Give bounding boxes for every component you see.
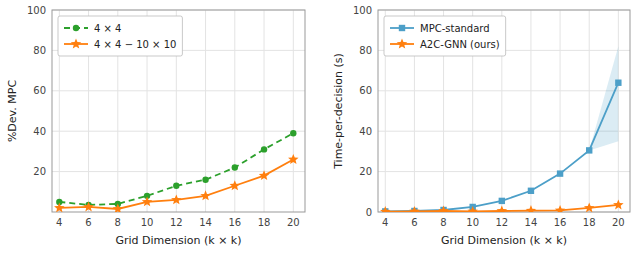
plot-frame [52, 10, 305, 212]
y-grid-line [52, 171, 305, 172]
y-axis-label: Time-per-decision (s) [332, 53, 345, 170]
y-tick-label: 80 [359, 45, 372, 56]
data-point [261, 146, 267, 152]
data-point [83, 201, 93, 211]
plot-frame [378, 10, 630, 212]
data-point [467, 206, 477, 212]
x-grid-line [530, 10, 531, 212]
x-tick-label: 8 [440, 217, 446, 228]
y-grid-line [378, 171, 630, 172]
legend-label: 4 × 4 [94, 23, 121, 34]
x-tick-label: 6 [411, 217, 417, 228]
y-grid-line [378, 90, 630, 91]
x-tick-label: 14 [525, 217, 538, 228]
data-point [113, 203, 123, 212]
y-axis-label: %Dev. MPC [6, 80, 19, 142]
x-axis-label: Grid Dimension (k × k) [115, 234, 241, 247]
legend-label: 4 × 4 − 10 × 10 [94, 39, 176, 50]
data-point [232, 164, 238, 170]
x-tick-label: 16 [228, 217, 241, 228]
grid [378, 10, 630, 212]
x-tick-label: 6 [85, 217, 91, 228]
x-axis-label: Grid Dimension (k × k) [441, 234, 567, 247]
data-point [557, 170, 563, 176]
x-tick-label: 18 [258, 217, 271, 228]
x-tick-label: 10 [466, 217, 479, 228]
legend-marker [71, 39, 81, 49]
data-point [438, 205, 448, 212]
data-point [200, 190, 210, 200]
chart: 20 40 60 80 100 4 6 8 10 12 14 16 18 20 Grid Dimension… [6, 5, 305, 248]
data-point [230, 180, 240, 190]
x-tick-label: 4 [56, 217, 62, 228]
legend-box [58, 16, 182, 56]
y-tick-label: 100 [27, 5, 46, 16]
y-tick-label: 100 [353, 5, 372, 16]
figure: 20406080100468101214161820Grid Dimension… [0, 0, 640, 254]
legend-marker [399, 25, 405, 31]
data-point [171, 194, 181, 204]
x-grid-line [589, 10, 590, 212]
data-point [497, 205, 507, 212]
data-point [526, 205, 536, 212]
x-grid-line [264, 10, 265, 212]
data-point [584, 202, 594, 212]
y-tick-label: 0 [366, 207, 372, 218]
x-tick-label: 14 [199, 217, 212, 228]
x-tick-label: 10 [141, 217, 154, 228]
data-point [290, 130, 296, 136]
x-tick-label: 4 [382, 217, 388, 228]
y-grid-line [378, 131, 630, 132]
data-point [202, 176, 208, 182]
data-point [555, 205, 565, 212]
x-tick-label: 8 [115, 217, 121, 228]
y-tick-label: 40 [359, 126, 372, 137]
data-point [380, 206, 390, 212]
x-tick-label: 16 [554, 217, 567, 228]
data-point [288, 154, 298, 164]
data-point [409, 206, 419, 212]
y-tick-label: 20 [33, 166, 46, 177]
plot-area [380, 46, 624, 212]
chart: 0 20 40 60 80 100 4 6 8 10 12 14 16 18 20 Grid Dimensio… [332, 5, 630, 248]
data-point [613, 199, 623, 209]
legend-label: MPC-standard [420, 23, 490, 34]
series-line [59, 133, 293, 205]
legend: MPC-standard A2C-GNN (ours) [384, 16, 506, 56]
y-grid-line [52, 131, 305, 132]
legend-box [384, 16, 506, 56]
data-point [142, 196, 152, 206]
y-tick-label: 20 [359, 166, 372, 177]
grid [52, 10, 305, 212]
x-tick-label: 18 [583, 217, 596, 228]
legend-marker [397, 39, 407, 49]
data-point [173, 183, 179, 189]
y-grid-line [52, 90, 305, 91]
y-tick-label: 80 [33, 45, 46, 56]
legend: 4 × 4 4 × 4 − 10 × 10 [58, 16, 182, 56]
data-point [499, 198, 505, 204]
y-tick-label: 60 [359, 85, 372, 96]
data-point [615, 80, 621, 86]
series-line [385, 83, 618, 212]
legend-label: A2C-GNN (ours) [420, 39, 500, 50]
x-grid-line [293, 10, 294, 212]
band-area [385, 46, 618, 211]
x-tick-label: 20 [612, 217, 625, 228]
data-point [528, 188, 534, 194]
legend-marker [73, 25, 79, 31]
data-point [54, 202, 64, 212]
y-tick-label: 40 [33, 126, 46, 137]
data-point [259, 170, 269, 180]
y-tick-label: 60 [33, 85, 46, 96]
x-tick-label: 12 [170, 217, 183, 228]
series-line [59, 159, 293, 208]
x-grid-line [560, 10, 561, 212]
x-tick-label: 20 [287, 217, 300, 228]
data-point [586, 147, 592, 153]
x-tick-label: 12 [495, 217, 508, 228]
plot-area [54, 130, 298, 212]
